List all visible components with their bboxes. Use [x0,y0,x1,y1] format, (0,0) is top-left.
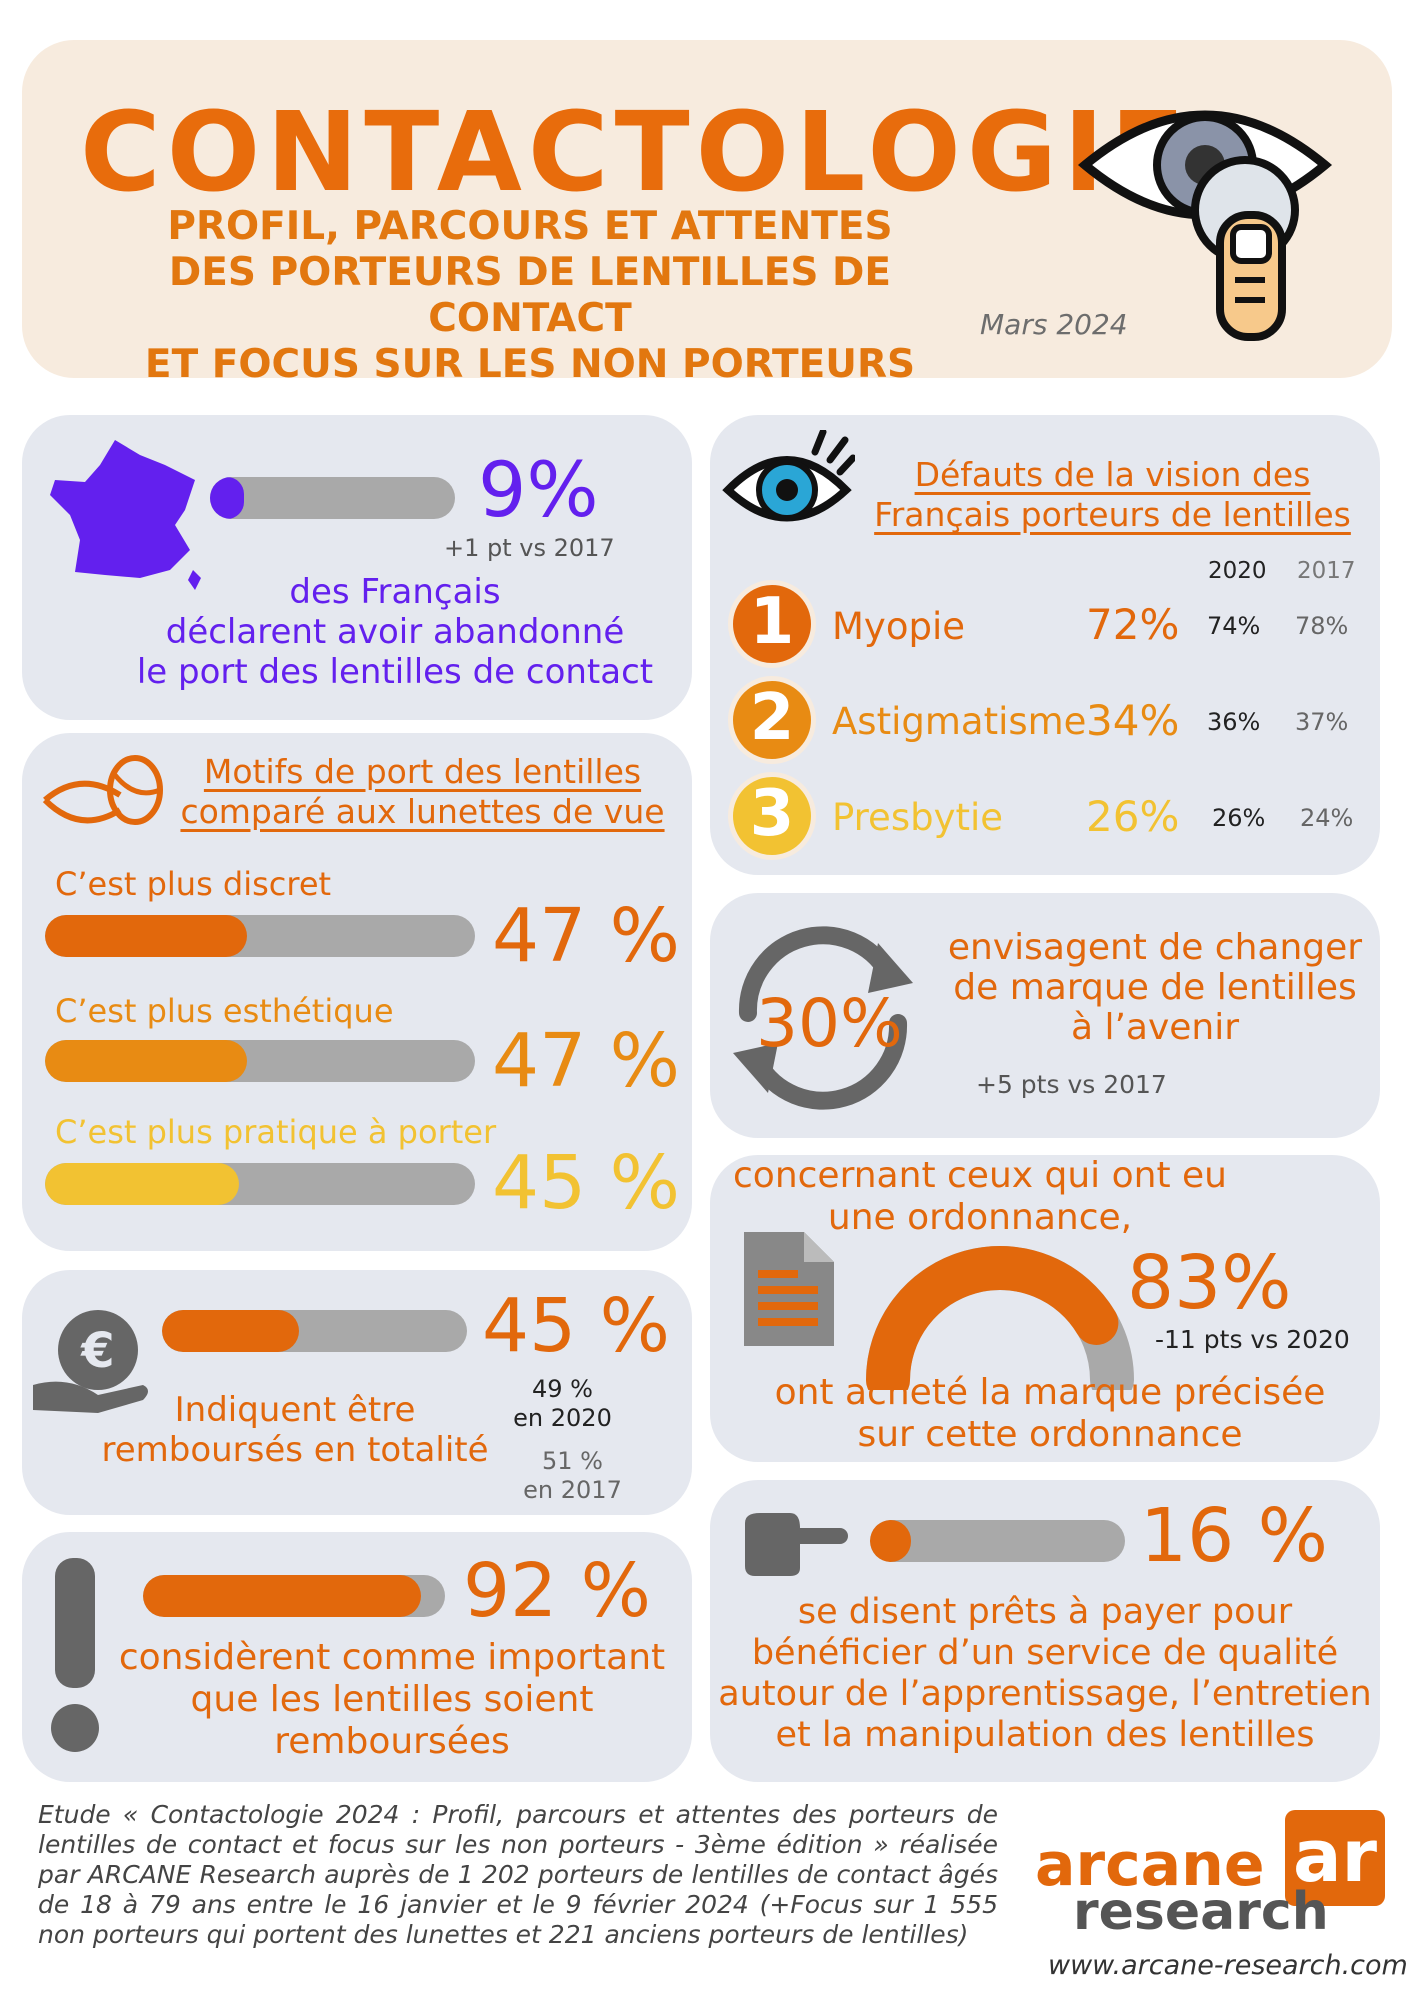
ordonnance-text: ont acheté la marque précisée sur cette … [774,1372,1326,1455]
rembourse-text: Indiquent être remboursés en totalité [101,1390,489,1470]
motif-bar-fill-esthetique [45,1040,248,1082]
changer-delta: +5 pts vs 2017 [976,1070,1167,1099]
motif-bar-fill-discret [45,915,248,957]
contact-lens-icon [42,755,163,825]
vision-label-astigmatisme: Astigmatisme [832,700,1087,743]
rank-badge-1 [728,580,816,668]
refresh-arrows-icon [733,926,913,1110]
changer-text: envisagent de changer de marque de lenti… [947,927,1363,1048]
rank-number-3: 3 [749,777,795,851]
important-text: considèrent comme important que les lent… [118,1637,666,1762]
rank-number-2: 2 [749,681,795,755]
motif-bar-fill-pratique [45,1163,239,1205]
page-title: CONTACTOLOGIE [80,88,1192,216]
motif-value-pratique: 45 % [492,1140,680,1226]
vision-value-presbytie: 26% [1086,792,1180,841]
logo-word-research: research [1073,1882,1329,1942]
payer-bar [870,1520,1125,1562]
rank-number-1: 1 [749,585,795,659]
vision-label-myopie: Myopie [832,605,965,648]
vision-2017-presbytie: 24% [1300,804,1354,832]
motif-value-discret: 47 % [492,893,680,979]
vision-title: Défauts de la vision des Français porteu… [874,455,1351,534]
vision-2020-myopie: 74% [1207,612,1261,640]
svg-text:€: € [80,1323,114,1379]
vision-2017-myopie: 78% [1295,612,1349,640]
important-card [22,1532,692,1782]
rank-badge-3 [728,772,816,860]
vision-label-presbytie: Presbytie [832,796,1004,839]
website-url[interactable]: www.arcane-research.com [1048,1950,1408,1981]
france-map-icon [50,440,201,590]
pointing-hand-icon [745,1513,848,1576]
vision-col-2017: 2017 [1297,558,1356,584]
vision-2017-astigmatisme: 37% [1295,708,1349,736]
motif-label-discret: C’est plus discret [55,865,332,903]
motif-label-pratique: C’est plus pratique à porter [55,1113,497,1151]
payer-value: 16 % [1140,1493,1328,1579]
exclamation-icon [51,1558,99,1752]
eye-icon [722,430,855,522]
ordonnance-gauge-fill [866,1246,1119,1390]
eye-lens-finger-icon [1077,110,1333,341]
abandon-bar [210,477,455,519]
rembourse-bar-fill [162,1310,300,1352]
study-note: Etude « Contactologie 2024 : Profil, par… [38,1800,998,1949]
publication-date: Mars 2024 [980,308,1128,341]
arcane-logo: arcane ar research [1035,1810,1395,1950]
rembourse-2017: 51 % en 2017 [523,1447,622,1504]
motif-value-esthetique: 47 % [492,1018,680,1104]
vision-col-2020: 2020 [1208,558,1267,584]
ordonnance-gauge [866,1246,1134,1390]
ordonnance-value: 83% [1127,1240,1292,1326]
euro-hand-icon: € [33,1310,148,1413]
motif-bar-pratique [45,1163,475,1205]
important-bar [143,1575,445,1617]
vision-2020-astigmatisme: 36% [1207,708,1261,736]
page-subtitle: PROFIL, PARCOURS ET ATTENTES DES PORTEUR… [144,204,916,387]
abandon-bar-fill [210,477,245,519]
abandon-value: 9% [478,445,599,534]
vision-value-myopie: 72% [1086,600,1180,649]
changer-value: 30% [756,985,903,1062]
logo-word-arcane: arcane [1035,1830,1265,1900]
vision-value-astigmatisme: 34% [1086,696,1180,745]
motifs-title: Motifs de port des lentilles comparé aux… [180,752,665,831]
document-icon [744,1232,834,1346]
abandon-delta: +1 pt vs 2017 [444,534,615,562]
important-bar-fill [143,1575,421,1617]
rembourse-value: 45 % [482,1283,670,1369]
vision-2020-presbytie: 26% [1212,804,1266,832]
motif-label-esthetique: C’est plus esthétique [55,992,394,1030]
payer-text: se disent prêts à payer pour bénéficier … [718,1592,1372,1755]
rank-badge-2 [728,676,816,764]
motif-bar-esthetique [45,1040,475,1082]
abandon-text: des Français déclarent avoir abandonné l… [136,572,654,692]
important-value: 92 % [463,1548,651,1634]
payer-bar-fill [870,1520,911,1562]
motif-bar-discret [45,915,475,957]
rembourse-2020: 49 % en 2020 [513,1375,612,1432]
rembourse-bar [162,1310,467,1352]
ordonnance-delta: -11 pts vs 2020 [1155,1325,1350,1354]
logo-mark: ar [1285,1810,1385,1906]
ordonnance-intro: concernant ceux qui ont eu une ordonnanc… [733,1155,1227,1238]
